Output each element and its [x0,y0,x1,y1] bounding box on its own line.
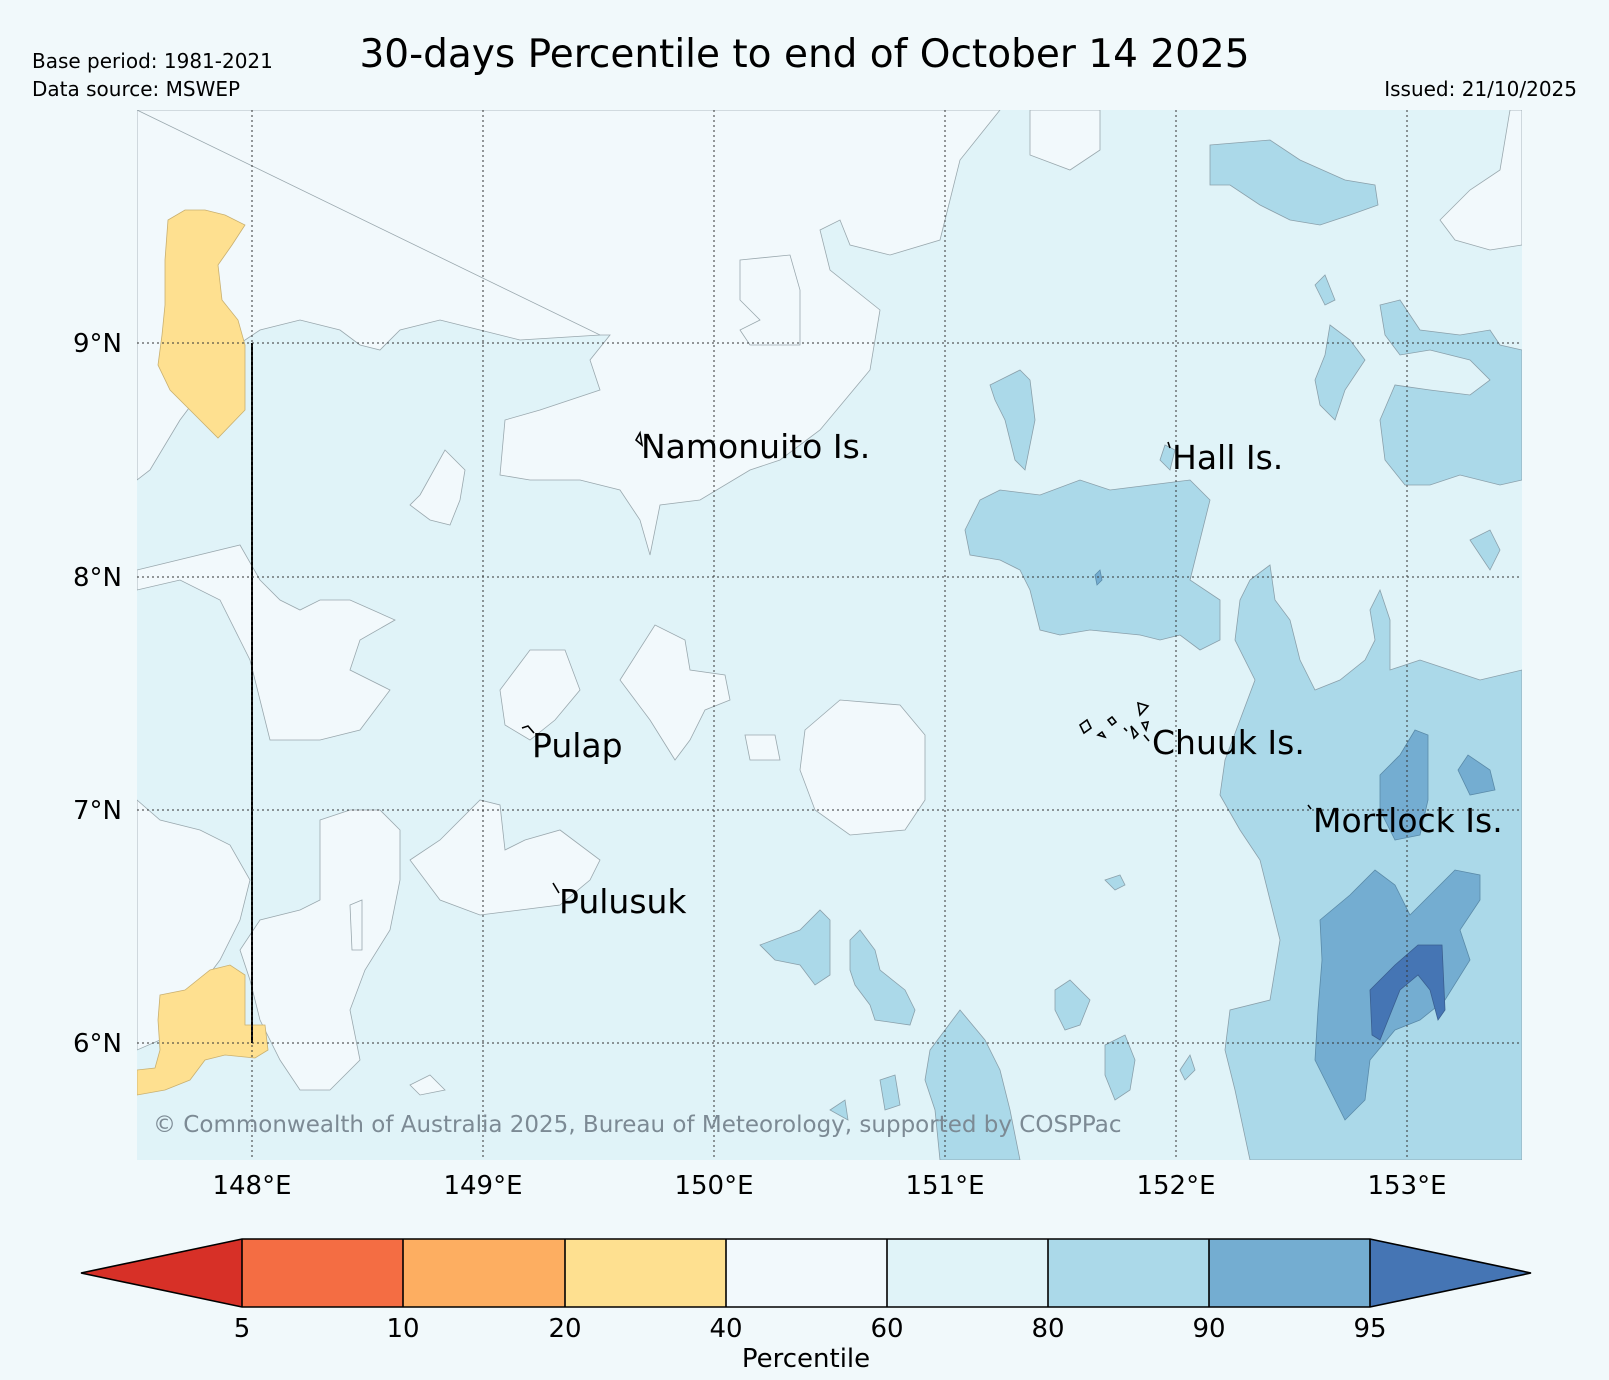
colorbar-tick-20: 20 [548,1314,581,1344]
base-period-text: Base period: 1981-2021 [32,49,273,73]
colorbar-tick-80: 80 [1031,1314,1064,1344]
colorbar-bin-10-20 [403,1239,565,1307]
colorbar-bin-90-95 [1209,1239,1370,1307]
lat-label-7n: 7°N [73,796,122,826]
regions-80-90 [759,139,1522,1160]
lat-label-9n: 9°N [73,329,122,359]
label-mortlock: Mortlock Is. [1313,801,1503,840]
colorbar-bin-40-60 [726,1239,887,1307]
lat-label-8n: 8°N [73,563,122,593]
colorbar-tick-40: 40 [709,1314,742,1344]
lon-label-152e: 152°E [1136,1171,1215,1201]
lon-label-148e: 148°E [212,1171,291,1201]
regions-40-60 [137,110,1522,1096]
colorbar-bin-80-90 [1048,1239,1209,1307]
colorbar-tick-95: 95 [1353,1314,1386,1344]
lon-label-153e: 153°E [1367,1171,1446,1201]
label-namonuito: Namonuito Is. [641,427,870,466]
copyright-text: © Commonwealth of Australia 2025, Bureau… [153,1112,1122,1138]
lon-label-150e: 150°E [674,1171,753,1201]
colorbar-bin-60-80 [887,1239,1048,1307]
label-chuuk: Chuuk Is. [1152,723,1305,762]
gridlines [137,110,1522,1160]
lat-label-6n: 6°N [73,1029,122,1059]
island-outlines [521,430,1312,894]
map-area [137,110,1522,1160]
lon-label-149e: 149°E [443,1171,522,1201]
colorbar-extend-high [1370,1239,1531,1307]
colorbar: 5 10 20 40 60 80 90 95 Percentile [80,1238,1532,1374]
map-title: 30-days Percentile to end of October 14 … [359,32,1250,77]
label-hall: Hall Is. [1172,438,1283,477]
colorbar-bin-5-10 [242,1239,403,1307]
label-pulusuk: Pulusuk [559,882,687,921]
regions-above-95 [1369,944,1446,1041]
colorbar-tick-10: 10 [386,1314,419,1344]
colorbar-tick-90: 90 [1192,1314,1225,1344]
label-pulap: Pulap [532,726,623,765]
lon-label-151e: 151°E [905,1171,984,1201]
colorbar-extend-low [81,1239,242,1307]
colorbar-tick-60: 60 [870,1314,903,1344]
regions-20-40 [137,209,269,1096]
issued-date-text: Issued: 21/10/2025 [1384,77,1577,101]
colorbar-label: Percentile [742,1344,870,1374]
data-source-text: Data source: MSWEP [32,77,241,101]
colorbar-tick-5: 5 [234,1314,251,1344]
colorbar-bin-20-40 [565,1239,726,1307]
